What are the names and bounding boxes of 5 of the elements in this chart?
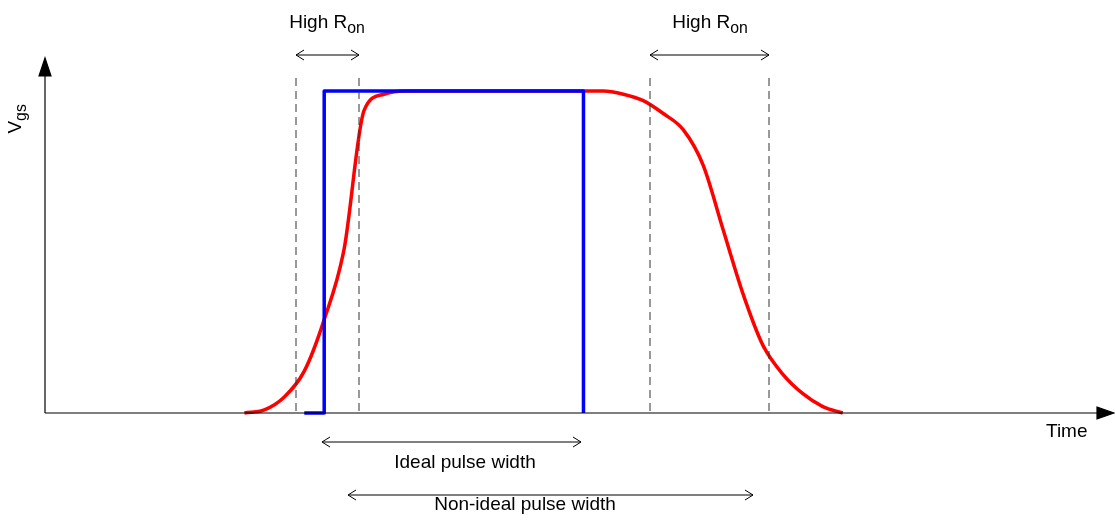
text: High R$_{on}$ — [289, 11, 365, 37]
text: Non-ideal pulse width — [434, 493, 616, 515]
x-axis-title: Time — [1046, 420, 1088, 442]
text: High R$_{on}$ — [672, 11, 748, 37]
text: Ideal pulse width — [394, 451, 536, 473]
